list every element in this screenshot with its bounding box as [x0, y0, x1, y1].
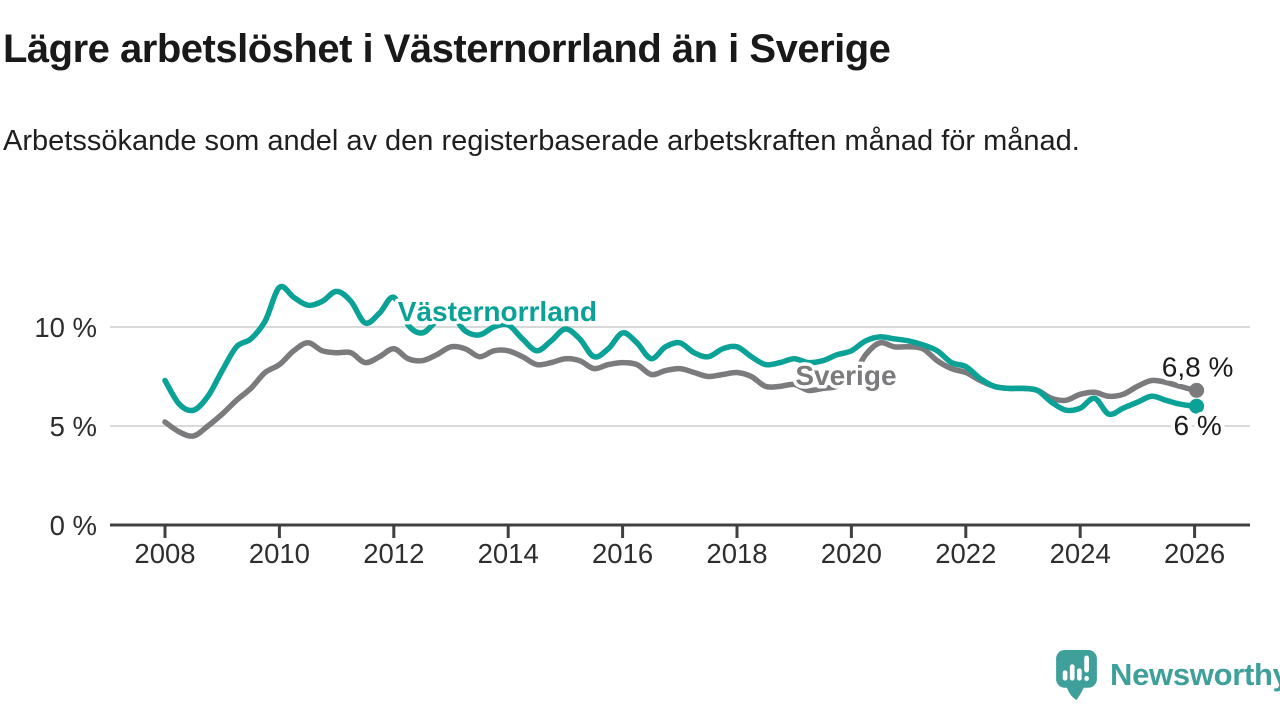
series-label-sverige: Sverige: [795, 360, 896, 391]
logo-bar-3: [1077, 667, 1082, 681]
series-line-vasternorrland: [162, 283, 1198, 418]
x-tick-label-2010: 2010: [249, 538, 310, 569]
y-tick-label-5: 5 %: [50, 411, 97, 442]
chart-subtitle: Arbetssökande som andel av den registerb…: [3, 125, 1080, 157]
end-dot-vasternorrland: [1189, 398, 1205, 414]
x-tick-label-2020: 2020: [821, 538, 882, 569]
y-tick-label-10: 10 %: [34, 312, 97, 343]
logo-exclamation-dot: [1084, 675, 1089, 681]
y-tick-label-0: 0 %: [50, 510, 97, 541]
x-tick-label-2008: 2008: [134, 538, 195, 569]
x-tick-label-2022: 2022: [935, 538, 996, 569]
logo-bar-2: [1069, 663, 1075, 681]
x-tick-label-2014: 2014: [478, 538, 539, 569]
x-tick-label-2012: 2012: [363, 538, 424, 569]
series-label-vasternorrland: Västernorrland: [398, 296, 597, 327]
x-tick-label-2026: 2026: [1164, 538, 1225, 569]
x-tick-label-2016: 2016: [592, 538, 653, 569]
newsworthy-logo-icon: [1056, 649, 1097, 700]
end-dot-sverige: [1189, 382, 1205, 398]
newsworthy-logo-text: Newsworthy: [1110, 657, 1280, 692]
logo-exclamation-bar: [1084, 655, 1089, 672]
newsworthy-logo: Newsworthy: [1056, 648, 1280, 702]
chart-title: Lägre arbetslöshet i Västernorrland än i…: [3, 27, 891, 71]
end-label-vasternorrland: 6 %: [1173, 410, 1221, 441]
x-tick-label-2024: 2024: [1050, 538, 1111, 569]
end-label-sverige: 6,8 %: [1162, 351, 1234, 382]
x-tick-label-2018: 2018: [706, 538, 767, 569]
logo-bar-1: [1062, 669, 1068, 681]
